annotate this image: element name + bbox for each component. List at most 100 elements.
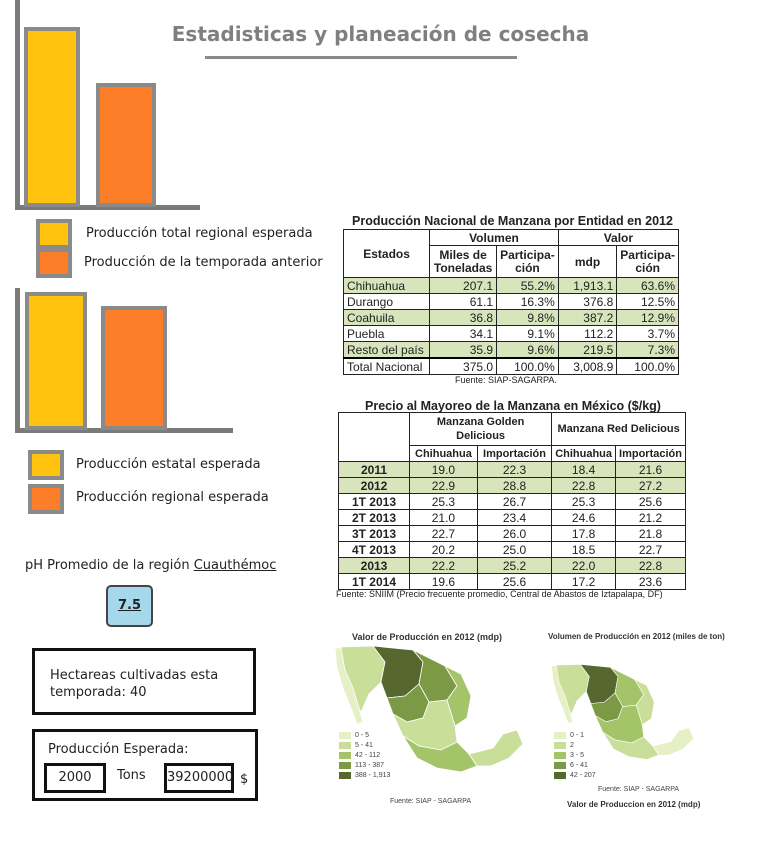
cell-golden-import: 25.0 — [476, 541, 553, 558]
cell-value-share: 63.6% — [616, 277, 679, 294]
th-volume: Volumen — [429, 229, 559, 246]
ph-value-box[interactable]: 7.5 — [106, 585, 153, 627]
cell-state: Total Nacional — [342, 357, 431, 375]
money-field[interactable]: 39200000 — [164, 763, 234, 793]
table-row: Coahuila 36.8 9.8% 387.2 12.9% — [342, 309, 679, 326]
table-row: Puebla 34.1 9.1% 112.2 3.7% — [342, 325, 679, 342]
map1-legend: 0 - 5 5 - 41 42 - 112 113 - 387 388 - 1,… — [339, 731, 390, 781]
ph-region-link[interactable]: Cuauthémoc — [193, 558, 277, 573]
map1-legend-swatch — [339, 761, 351, 769]
cell-golden-chihuahua: 22.9 — [409, 477, 478, 494]
wholesale-price-table: Manzana Golden Delicious Manzana Red Del… — [338, 412, 686, 590]
bar-regional-expected-2 — [101, 306, 167, 430]
cell-state: Durango — [342, 293, 431, 310]
legend-swatch-previous-season — [36, 248, 72, 278]
cell-value-share: 7.3% — [616, 341, 679, 359]
map1-mexico-value — [334, 645, 524, 773]
cell-golden-import: 22.3 — [476, 461, 553, 478]
chart-x-axis — [15, 428, 233, 433]
cell-value-share: 100.0% — [616, 357, 679, 375]
table-row: 3T 2013 22.7 26.0 17.8 21.8 — [338, 525, 686, 542]
cell-volume: 207.1 — [429, 277, 498, 294]
cell-red-import: 21.8 — [615, 525, 686, 542]
tons-field[interactable]: 2000 — [44, 763, 106, 793]
cell-golden-chihuahua: 19.6 — [409, 573, 478, 590]
map1-legend-label: 42 - 112 — [355, 752, 381, 759]
map2-region-baja — [551, 665, 574, 724]
cell-red-import: 21.2 — [615, 509, 686, 526]
map1-legend-swatch — [339, 751, 351, 759]
production-box: Producción Esperada: 2000 Tons 39200000 … — [32, 729, 258, 801]
cell-period: 2T 2013 — [338, 509, 410, 526]
cell-volume-share: 9.1% — [496, 325, 559, 342]
map1-legend-label: 113 - 387 — [355, 762, 385, 769]
cell-state: Chihuahua — [342, 277, 431, 294]
table-row: Durango 61.1 16.3% 376.8 12.5% — [342, 293, 679, 310]
cell-value: 219.5 — [557, 341, 618, 359]
table-row: 1T 2014 19.6 25.6 17.2 23.6 — [338, 573, 686, 590]
th-golden: Manzana Golden Delicious — [408, 412, 553, 446]
map2-region-northeast — [633, 678, 655, 726]
table-row: 2T 2013 21.0 23.4 24.6 21.2 — [338, 509, 686, 526]
cell-red-chihuahua: 18.5 — [551, 541, 617, 558]
map1-legend-item: 42 - 112 — [339, 751, 390, 761]
th-part2: Participa-ción — [616, 245, 679, 278]
table2-source: Fuente: SNIIM (Precio frecuente promedio… — [336, 589, 663, 599]
cell-red-import: 22.8 — [615, 557, 686, 574]
cell-red-import: 23.6 — [615, 573, 686, 590]
legend-swatch-regional-expected-2 — [28, 484, 64, 514]
th-value: Valor — [557, 229, 680, 246]
ph-value: 7.5 — [117, 598, 142, 613]
cell-volume: 375.0 — [429, 357, 498, 375]
map1-legend-item: 0 - 5 — [339, 731, 390, 741]
hectares-box: Hectareas cultivadas esta temporada: 40 — [32, 648, 256, 715]
map1-legend-item: 388 - 1,913 — [339, 771, 390, 781]
chart-x-axis — [15, 205, 200, 210]
cell-state: Resto del país — [342, 341, 431, 359]
map2-legend-label: 42 - 207 — [570, 772, 596, 779]
cell-volume-share: 55.2% — [496, 277, 559, 294]
table-row-total: Total Nacional 375.0 100.0% 3,008.9 100.… — [342, 357, 679, 375]
legend-swatch-state-expected — [28, 450, 64, 480]
map1-title: Valor de Producción en 2012 (mdp) — [352, 632, 503, 642]
th-part1: Participa-ción — [496, 245, 559, 278]
th-import-red: Importación — [615, 445, 686, 462]
cell-golden-chihuahua: 21.0 — [409, 509, 478, 526]
map1-legend-label: 388 - 1,913 — [355, 772, 391, 779]
table1-caption: Producción Nacional de Manzana por Entid… — [352, 214, 673, 228]
hectares-text: Hectareas cultivadas esta temporada: 40 — [50, 668, 219, 700]
map2-legend-item: 0 - 1 — [554, 731, 596, 741]
cell-value-share: 3.7% — [616, 325, 679, 342]
map1-legend-swatch — [339, 731, 351, 739]
map2-mexico-volume — [551, 663, 695, 760]
map2-legend-swatch — [554, 771, 566, 779]
map2-legend-swatch — [554, 731, 566, 739]
map1-legend-label: 0 - 5 — [355, 732, 370, 739]
cell-period: 2011 — [338, 461, 410, 478]
map2-legend-item: 6 - 41 — [554, 761, 596, 771]
cell-period: 2013 — [338, 557, 410, 574]
cell-red-chihuahua: 18.4 — [551, 461, 617, 478]
cell-period: 4T 2013 — [338, 541, 410, 558]
legend-label-state-expected: Producción estatal esperada — [76, 457, 261, 472]
cell-golden-chihuahua: 22.7 — [409, 525, 478, 542]
cell-value: 112.2 — [557, 325, 618, 342]
cell-red-chihuahua: 24.6 — [551, 509, 617, 526]
state-production-chart — [0, 285, 330, 440]
chart-y-axis — [15, 288, 20, 433]
cell-red-import: 21.6 — [615, 461, 686, 478]
map1-legend-item: 5 - 41 — [339, 741, 390, 751]
cell-red-chihuahua: 22.8 — [551, 477, 617, 494]
th-period — [338, 412, 410, 462]
table-row: 4T 2013 20.2 25.0 18.5 22.7 — [338, 541, 686, 558]
table-row: Resto del país 35.9 9.6% 219.5 7.3% — [342, 341, 679, 359]
cell-golden-chihuahua: 19.0 — [409, 461, 478, 478]
cell-volume: 34.1 — [429, 325, 498, 342]
cell-golden-import: 28.8 — [476, 477, 553, 494]
cell-state: Puebla — [342, 325, 431, 342]
table1-source: Fuente: SIAP-SAGARPA. — [455, 375, 557, 385]
ph-label-text: pH Promedio de la región — [25, 558, 194, 573]
map2-legend-label: 2 — [570, 742, 574, 749]
cell-red-chihuahua: 25.3 — [551, 493, 617, 510]
map1-region-southeast — [468, 729, 524, 767]
